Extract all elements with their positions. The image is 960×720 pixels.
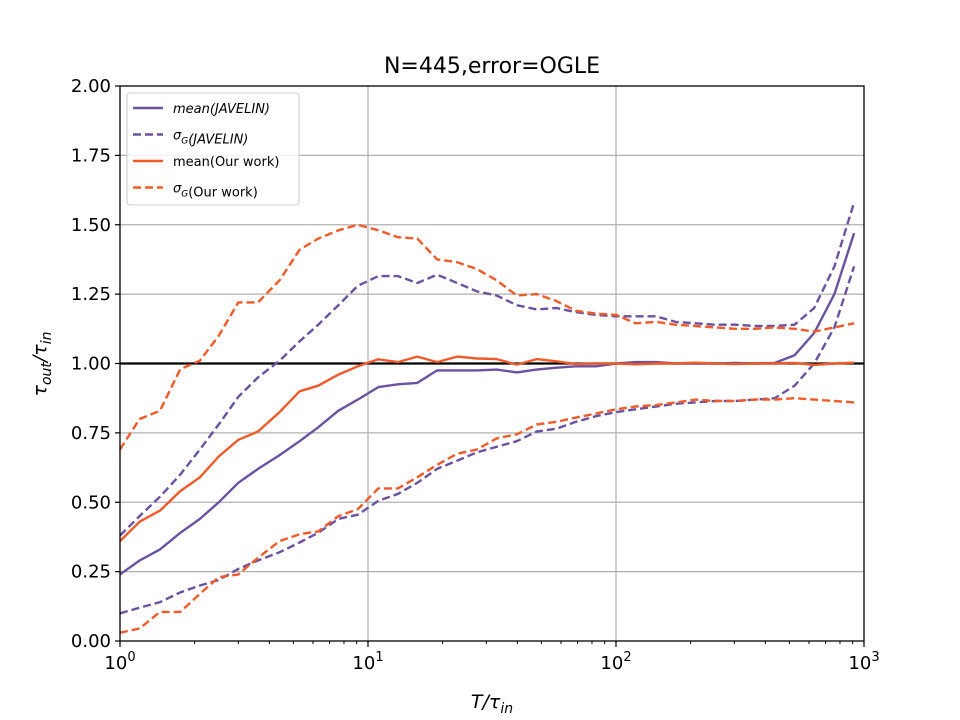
series-line-4: [118, 223, 855, 451]
y-tick-label: 1.75: [71, 145, 111, 166]
legend-box: [126, 92, 300, 206]
x-tick-label: 101: [352, 650, 383, 674]
x-axis-label: T/τin: [471, 691, 513, 717]
x-tick-label: 102: [600, 650, 631, 674]
x-tick-label: 100: [104, 650, 135, 674]
y-tick-label: 0.25: [71, 562, 111, 583]
chart-title: N=445,error=OGLE: [384, 54, 600, 79]
legend-label: mean(JAVELIN): [173, 102, 270, 117]
series-line-3: [119, 355, 855, 542]
y-axis-ticks: 0.00 0.25 0.50 0.75 1.00 1.25 1.50 1.75 2.00: [71, 76, 120, 652]
series-lines: [118, 202, 864, 634]
legend-label: mean(Our work): [173, 155, 279, 170]
y-tick-label: 0.50: [71, 492, 111, 513]
y-tick-label: 0.00: [71, 631, 111, 652]
y-tick-label: 1.50: [71, 215, 111, 236]
x-axis-ticks: 100 101 102 103: [104, 641, 880, 674]
legend: mean(JAVELIN) σG(JAVELIN) mean(Our work) σG…: [126, 92, 300, 206]
legend-label: σG(JAVELIN): [173, 129, 248, 148]
series-line-5: [119, 397, 855, 634]
legend-label: σG(Our work): [173, 182, 258, 201]
y-tick-label: 0.75: [71, 423, 111, 444]
y-tick-label: 1.25: [71, 284, 111, 305]
y-axis-label: τout/τin: [29, 332, 55, 397]
series-line-1: [119, 202, 856, 537]
y-tick-label: 1.00: [71, 354, 111, 375]
x-tick-label: 103: [848, 650, 879, 674]
y-tick-label: 2.00: [71, 76, 111, 97]
